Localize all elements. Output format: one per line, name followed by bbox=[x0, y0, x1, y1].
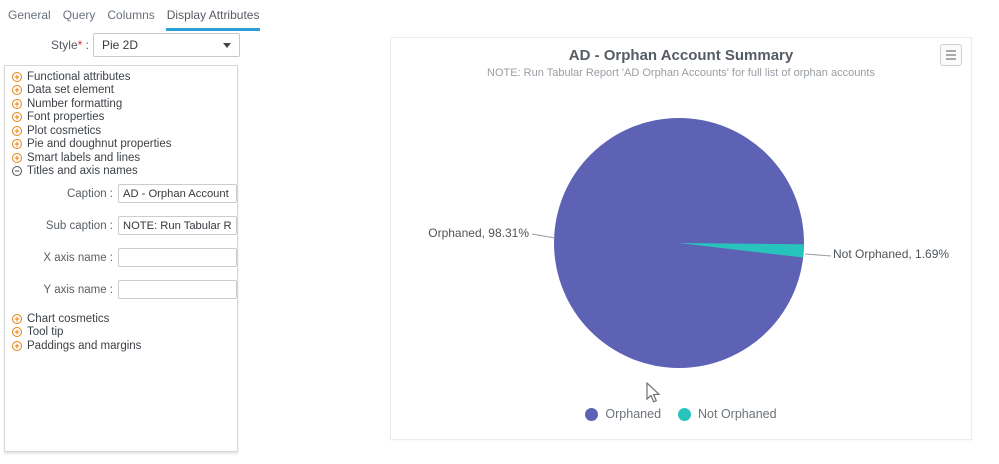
tree-item-smart-labels-lines[interactable]: + Smart labels and lines bbox=[5, 151, 237, 165]
display-attributes-panel: + Functional attributes + Data set element… bbox=[4, 65, 238, 452]
chart-preview-card: AD - Orphan Account Summary NOTE: Run Ta… bbox=[390, 37, 972, 440]
tab-general[interactable]: General bbox=[8, 8, 51, 22]
hamburger-icon bbox=[946, 54, 956, 56]
tab-query[interactable]: Query bbox=[62, 8, 96, 22]
label-connector-left bbox=[531, 233, 556, 239]
tree-item-chart-cosmetics[interactable]: + Chart cosmetics bbox=[5, 312, 237, 326]
tree-item-label: Chart cosmetics bbox=[27, 312, 110, 325]
x-axis-name-label: X axis name : bbox=[43, 251, 113, 264]
tree-item-label: Tool tip bbox=[27, 326, 64, 339]
chart-legend: Orphaned Not Orphaned bbox=[391, 407, 971, 421]
tree-item-label: Functional attributes bbox=[27, 70, 131, 83]
tree-item-paddings-margins[interactable]: + Paddings and margins bbox=[5, 339, 237, 353]
y-axis-name-label: Y axis name : bbox=[43, 283, 113, 296]
tab-bar: General Query Columns Display Attributes bbox=[0, 0, 270, 31]
legend-label: Not Orphaned bbox=[698, 407, 777, 421]
plus-circle-icon[interactable]: + bbox=[12, 85, 22, 96]
tree-item-label: Plot cosmetics bbox=[27, 124, 102, 137]
tree-item-label: Number formatting bbox=[27, 97, 123, 110]
tree-item-number-formatting[interactable]: + Number formatting bbox=[5, 97, 237, 111]
chevron-down-icon bbox=[223, 43, 231, 48]
pie-data-label-not-orphaned: Not Orphaned, 1.69% bbox=[833, 247, 950, 261]
legend-item-not-orphaned[interactable]: Not Orphaned bbox=[678, 407, 777, 421]
pie-data-label-orphaned: Orphaned, 98.31% bbox=[428, 226, 529, 240]
tree-item-label: Paddings and margins bbox=[27, 339, 142, 352]
plus-circle-icon[interactable]: + bbox=[12, 71, 22, 82]
required-asterisk: * bbox=[77, 38, 83, 52]
legend-item-orphaned[interactable]: Orphaned bbox=[585, 407, 661, 421]
tree-bottom-group: + Chart cosmetics + Tool tip + Paddings and… bbox=[5, 312, 237, 353]
sub-caption-input[interactable] bbox=[118, 216, 237, 235]
tree-item-functional-attributes[interactable]: + Functional attributes bbox=[5, 70, 237, 84]
tree-item-titles-axis-names[interactable]: − Titles and axis names bbox=[5, 165, 237, 179]
style-row: Style* : Pie 2D bbox=[0, 33, 240, 57]
chart-subtitle: NOTE: Run Tabular Report 'AD Orphan Acco… bbox=[487, 67, 875, 79]
legend-dot-orphaned bbox=[585, 407, 599, 421]
style-label: Style* : bbox=[50, 38, 89, 52]
hamburger-icon bbox=[946, 50, 956, 52]
pie-slice-not-orphaned[interactable] bbox=[679, 243, 804, 258]
tree-item-tool-tip[interactable]: + Tool tip bbox=[5, 326, 237, 340]
titles-axis-form: Caption : Sub caption : X axis name : Y … bbox=[5, 184, 237, 299]
tree-item-label: Titles and axis names bbox=[27, 165, 138, 178]
tree-item-font-properties[interactable]: + Font properties bbox=[5, 111, 237, 125]
legend-dot-not-orphaned bbox=[678, 407, 692, 421]
sub-caption-label: Sub caption : bbox=[45, 219, 113, 232]
chart-title: AD - Orphan Account Summary bbox=[568, 47, 794, 64]
tree-item-label: Pie and doughnut properties bbox=[27, 138, 172, 151]
style-select[interactable]: Pie 2D bbox=[93, 33, 240, 57]
tree-item-pie-doughnut-properties[interactable]: + Pie and doughnut properties bbox=[5, 138, 237, 152]
tree-item-label: Smart labels and lines bbox=[27, 151, 141, 164]
pie-chart-svg bbox=[531, 118, 832, 368]
tab-columns[interactable]: Columns bbox=[107, 8, 155, 22]
x-axis-name-input[interactable] bbox=[118, 248, 237, 267]
hamburger-icon bbox=[946, 58, 956, 60]
style-select-value: Pie 2D bbox=[102, 38, 139, 52]
tree-item-data-set-element[interactable]: + Data set element bbox=[5, 84, 237, 98]
plus-circle-icon[interactable]: + bbox=[12, 125, 22, 136]
plus-circle-icon[interactable]: + bbox=[12, 112, 22, 123]
y-axis-name-input[interactable] bbox=[118, 280, 237, 299]
plus-circle-icon[interactable]: + bbox=[12, 139, 22, 150]
plus-circle-icon[interactable]: + bbox=[12, 327, 22, 338]
plus-circle-icon[interactable]: + bbox=[12, 340, 22, 351]
tree-item-label: Data set element bbox=[27, 84, 114, 97]
plus-circle-icon[interactable]: + bbox=[12, 98, 22, 109]
plus-circle-icon[interactable]: + bbox=[12, 313, 22, 324]
legend-label: Orphaned bbox=[605, 407, 662, 421]
tree-item-label: Font properties bbox=[27, 111, 105, 124]
caption-label: Caption : bbox=[66, 187, 113, 200]
caption-input[interactable] bbox=[118, 184, 237, 203]
minus-circle-icon[interactable]: − bbox=[12, 166, 22, 177]
tree-item-plot-cosmetics[interactable]: + Plot cosmetics bbox=[5, 124, 237, 138]
mouse-cursor bbox=[646, 382, 661, 403]
label-connector-right bbox=[804, 253, 832, 257]
plus-circle-icon[interactable]: + bbox=[12, 152, 22, 163]
tab-display-attributes[interactable]: Display Attributes bbox=[165, 8, 261, 31]
chart-export-menu-button[interactable] bbox=[940, 44, 962, 66]
